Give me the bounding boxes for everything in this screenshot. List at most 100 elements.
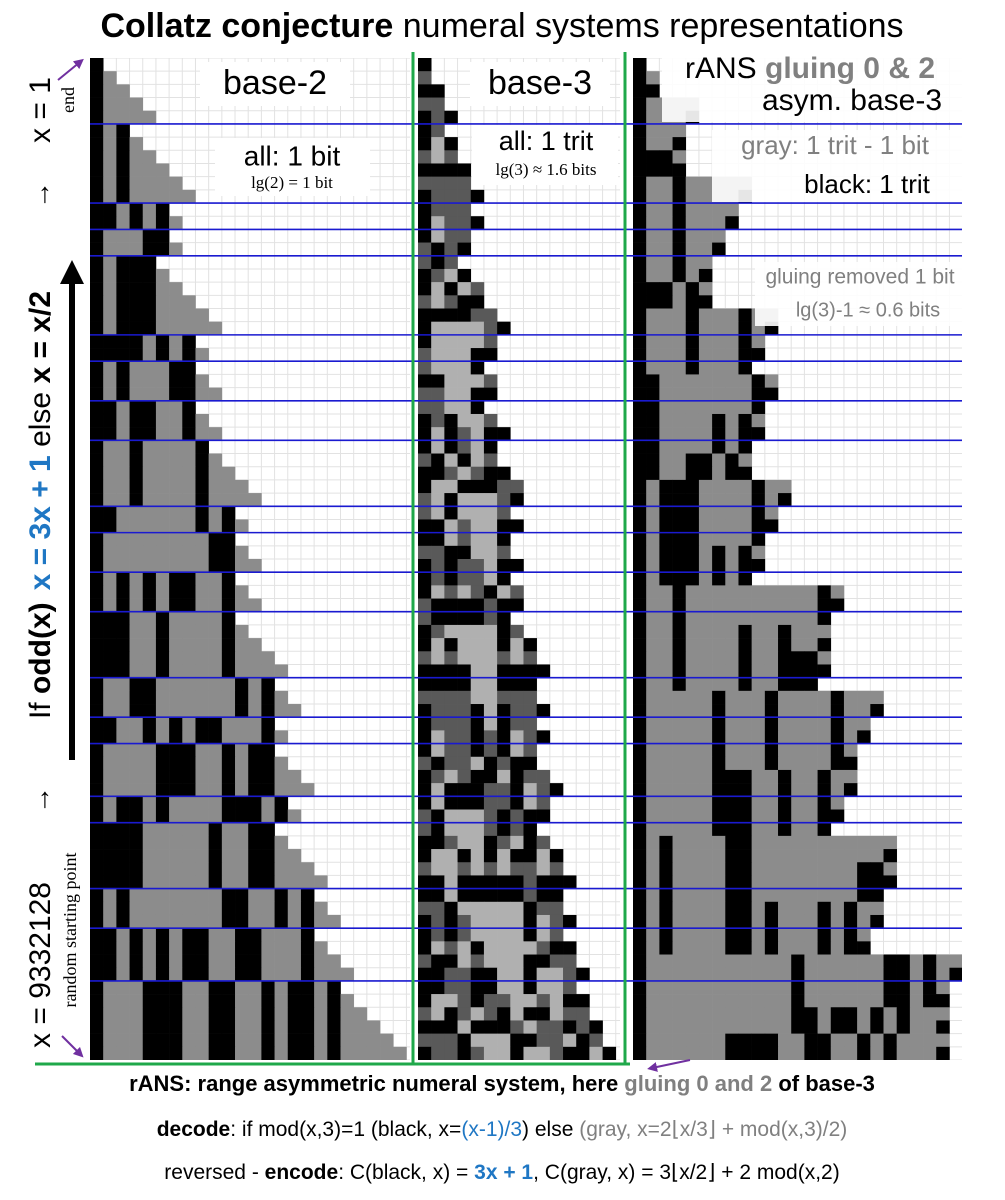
digit-cell bbox=[659, 1033, 673, 1048]
digit-cell bbox=[208, 901, 223, 916]
digit-cell bbox=[169, 466, 183, 481]
digit-cell bbox=[470, 664, 485, 678]
digit-cell bbox=[646, 229, 660, 243]
digit-cell bbox=[791, 704, 805, 718]
digit-cell bbox=[685, 928, 700, 942]
digit-cell bbox=[116, 361, 130, 375]
digit-cell bbox=[523, 875, 537, 889]
digit-cell bbox=[536, 730, 551, 744]
digit-cell bbox=[90, 374, 104, 388]
digit-cell bbox=[129, 914, 144, 929]
digit-cell bbox=[804, 783, 818, 797]
digit-cell bbox=[633, 888, 647, 903]
digit-cell bbox=[221, 809, 236, 823]
digit-cell bbox=[576, 967, 590, 982]
digit-cell bbox=[685, 400, 700, 415]
digit-cell bbox=[470, 282, 485, 296]
digit-cell bbox=[287, 783, 302, 797]
digit-cell bbox=[248, 730, 262, 744]
digit-cell bbox=[536, 914, 551, 929]
digit-cell bbox=[90, 545, 104, 560]
digit-cell bbox=[470, 387, 485, 402]
digit-cell bbox=[470, 638, 485, 652]
digit-cell bbox=[698, 519, 713, 533]
digit-cell bbox=[523, 888, 537, 903]
digit-cell bbox=[457, 888, 472, 903]
digit-cell bbox=[791, 928, 805, 942]
digit-cell bbox=[549, 1020, 564, 1034]
digit-cell bbox=[116, 664, 130, 678]
digit-cell bbox=[725, 743, 739, 758]
digit-cell bbox=[142, 954, 157, 969]
digit-cell bbox=[563, 941, 577, 955]
digit-cell bbox=[497, 730, 511, 744]
digit-cell bbox=[646, 97, 660, 112]
digit-cell bbox=[142, 427, 157, 441]
digit-cell bbox=[116, 783, 130, 797]
digit-cell bbox=[116, 809, 130, 823]
digit-cell bbox=[142, 901, 157, 916]
digit-cell bbox=[646, 440, 660, 454]
digit-cell bbox=[497, 914, 511, 929]
digit-cell bbox=[129, 453, 144, 468]
digit-cell bbox=[116, 427, 130, 441]
digit-cell bbox=[725, 1020, 739, 1034]
digit-cell bbox=[646, 268, 660, 283]
digit-cell bbox=[712, 519, 726, 533]
digit-cell bbox=[142, 268, 157, 283]
digit-cell bbox=[738, 321, 752, 336]
digit-cell bbox=[497, 427, 511, 441]
digit-cell bbox=[778, 585, 792, 599]
digit-cell bbox=[182, 440, 196, 454]
digit-cell bbox=[418, 796, 432, 810]
digit-cell bbox=[314, 941, 328, 955]
digit-cell bbox=[353, 1020, 368, 1034]
digit-cell bbox=[221, 677, 236, 692]
digit-cell bbox=[457, 163, 472, 177]
digit-cell bbox=[712, 875, 726, 889]
digit-cell bbox=[155, 888, 170, 903]
digit-cell bbox=[444, 348, 458, 362]
digit-cell bbox=[672, 255, 687, 270]
digit-cell bbox=[208, 664, 223, 678]
digit-cell bbox=[698, 374, 713, 388]
digit-cell bbox=[672, 862, 687, 876]
digit-cell bbox=[685, 862, 700, 876]
digit-cell bbox=[470, 704, 485, 718]
digit-cell bbox=[778, 717, 792, 731]
digit-cell bbox=[90, 506, 104, 520]
digit-cell bbox=[129, 282, 144, 296]
digit-cell bbox=[791, 1046, 805, 1060]
digit-cell bbox=[738, 1007, 752, 1021]
digit-cell bbox=[633, 255, 647, 270]
digit-cell bbox=[470, 479, 485, 494]
digit-cell bbox=[182, 980, 196, 995]
digit-cell bbox=[169, 704, 183, 718]
digit-cell bbox=[778, 862, 792, 876]
digit-cell bbox=[195, 1046, 209, 1060]
digit-cell bbox=[830, 598, 845, 613]
digit-cell bbox=[830, 849, 845, 863]
digit-cell bbox=[698, 532, 713, 547]
digit-cell bbox=[633, 572, 647, 586]
digit-cell bbox=[712, 809, 726, 823]
pointer bbox=[647, 1059, 691, 1072]
digit-cell bbox=[725, 440, 739, 454]
digit-cell bbox=[751, 519, 766, 533]
digit-cell bbox=[536, 875, 551, 889]
digit-cell bbox=[418, 783, 432, 797]
digit-cell bbox=[182, 743, 196, 758]
digit-cell bbox=[764, 585, 779, 599]
digit-cell bbox=[155, 466, 170, 481]
digit-cell bbox=[497, 677, 511, 692]
digit-cell bbox=[103, 84, 117, 98]
digit-cell bbox=[817, 822, 832, 837]
digit-cell bbox=[195, 348, 209, 362]
digit-cell bbox=[712, 334, 726, 349]
digit-cell bbox=[830, 717, 845, 731]
digit-cell bbox=[90, 967, 104, 982]
digit-cell bbox=[685, 967, 700, 982]
digit-cell bbox=[182, 506, 196, 520]
digit-cell bbox=[633, 374, 647, 388]
digit-cell bbox=[457, 875, 472, 889]
